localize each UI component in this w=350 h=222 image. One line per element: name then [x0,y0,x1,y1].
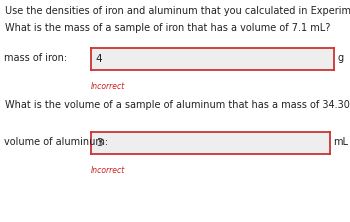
Text: Use the densities of iron and aluminum that you calculated in Experiment 3 to an: Use the densities of iron and aluminum t… [5,6,350,16]
Text: 4: 4 [96,54,103,64]
Text: What is the volume of a sample of aluminum that has a mass of 34.305 g?: What is the volume of a sample of alumin… [5,100,350,110]
Text: mL: mL [333,137,348,147]
Text: g: g [337,53,343,63]
Text: Incorrect: Incorrect [91,82,125,91]
Text: 3: 3 [96,138,103,148]
Text: Incorrect: Incorrect [91,166,125,175]
Text: volume of aluminum:: volume of aluminum: [4,137,108,147]
Text: What is the mass of a sample of iron that has a volume of 7.1 mL?: What is the mass of a sample of iron tha… [5,23,330,33]
Text: mass of iron:: mass of iron: [4,53,67,63]
